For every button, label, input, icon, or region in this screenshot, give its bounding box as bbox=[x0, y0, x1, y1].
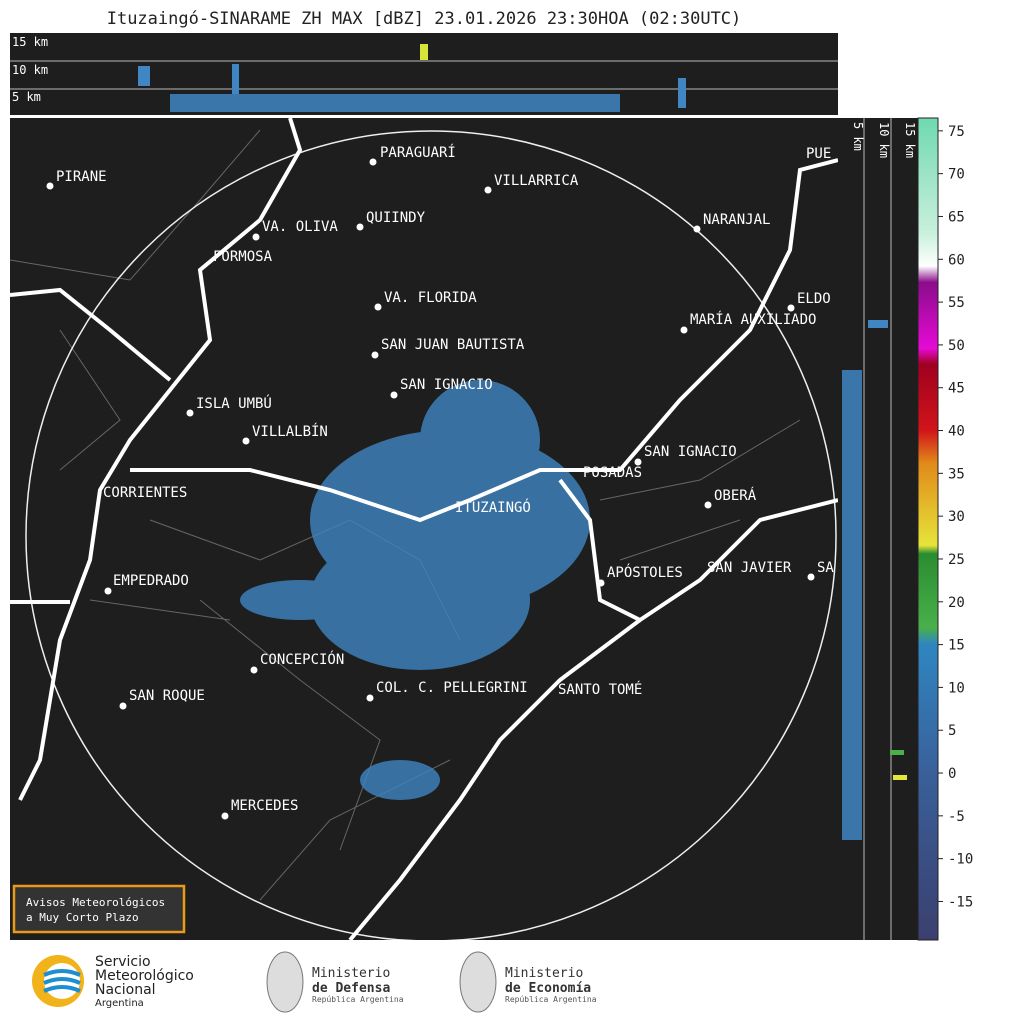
colorbar-tick-label: 15 bbox=[948, 638, 965, 654]
colorbar-tick-label: 40 bbox=[948, 424, 965, 440]
city-label: COL. C. PELLEGRINI bbox=[376, 680, 528, 696]
city-label: SA bbox=[817, 560, 834, 576]
footer-text: Ministerio bbox=[312, 966, 390, 981]
city-label: QUIINDY bbox=[366, 210, 426, 226]
echo bbox=[240, 380, 590, 800]
colorbar-tick-label: 0 bbox=[948, 766, 956, 782]
emblem bbox=[459, 951, 497, 1013]
city-label: SAN JAVIER bbox=[707, 560, 792, 576]
footer-text: de Economía bbox=[505, 981, 591, 996]
city-label: ELDO bbox=[797, 291, 831, 307]
city-label: ITUZAINGÓ bbox=[455, 498, 531, 516]
colorbar-tick-label: 10 bbox=[948, 680, 965, 696]
colorbar-tick-label: 60 bbox=[948, 252, 965, 268]
colorbar-tick-label: 30 bbox=[948, 509, 965, 525]
city-label: VA. FLORIDA bbox=[384, 290, 477, 306]
city-label: APÓSTOLES bbox=[607, 563, 683, 581]
city-label: ISLA UMBÚ bbox=[196, 394, 272, 412]
footer-text: Argentina bbox=[95, 998, 144, 1009]
colorbar-tick-label: 25 bbox=[948, 552, 965, 568]
height-label: 5 km bbox=[851, 122, 865, 151]
colorbar-tick-label: 65 bbox=[948, 209, 965, 225]
colorbar-tick-label: 35 bbox=[948, 466, 965, 482]
colorbar-tick-label: 75 bbox=[948, 124, 965, 140]
colorbar-tick-label: -15 bbox=[948, 894, 973, 910]
city-label: SAN JUAN BAUTISTA bbox=[381, 337, 525, 353]
footer-text: de Defensa bbox=[312, 981, 390, 996]
colorbar bbox=[917, 117, 939, 941]
city-label: PIRANE bbox=[56, 169, 107, 185]
city-label: SAN IGNACIO bbox=[400, 377, 493, 393]
footer-text: República Argentina bbox=[312, 995, 404, 1004]
colorbar-tick-label: 55 bbox=[948, 295, 965, 311]
side-echo bbox=[842, 320, 907, 840]
city-label: SAN IGNACIO bbox=[644, 444, 737, 460]
city-label: PARAGUARÍ bbox=[380, 144, 456, 161]
city-label: VILLALBÍN bbox=[252, 423, 328, 440]
warning-box[interactable] bbox=[12, 884, 186, 934]
colorbar-tick-label: 45 bbox=[948, 381, 965, 397]
footer-text: Meteorológico bbox=[95, 968, 194, 984]
colorbar-tick-label: -5 bbox=[948, 809, 965, 825]
height-label: 10 km bbox=[877, 122, 891, 158]
city-label: EMPEDRADO bbox=[113, 573, 189, 589]
city-label: MERCEDES bbox=[231, 798, 298, 814]
city-label: CORRIENTES bbox=[103, 485, 187, 501]
footer-text: República Argentina bbox=[505, 995, 597, 1004]
city-label: SANTO TOMÉ bbox=[558, 681, 642, 698]
city-label: FORMOSA bbox=[213, 249, 273, 265]
city-label: POSADAS bbox=[583, 465, 642, 481]
city-label: CONCEPCIÓN bbox=[260, 650, 344, 668]
footer-text: Ministerio bbox=[505, 966, 583, 981]
top-echo bbox=[138, 44, 686, 112]
city-label: MARÍA AUXILIADO bbox=[690, 311, 816, 328]
colorbar-tick-label: 50 bbox=[948, 338, 965, 354]
emblem bbox=[266, 951, 304, 1013]
colorbar-tick-label: -10 bbox=[948, 852, 973, 868]
height-label: 15 km bbox=[12, 35, 48, 49]
height-label: 10 km bbox=[12, 63, 48, 77]
city-label: VA. OLIVA bbox=[262, 219, 338, 235]
title: Ituzaingó-SINARAME ZH MAX [dBZ] 23.01.20… bbox=[107, 9, 742, 29]
city-label: VILLARRICA bbox=[494, 173, 579, 189]
city-label: OBERÁ bbox=[714, 487, 757, 504]
map-layers: PIRANE PARAGUARÍ VILLARRICA QUIINDY VA. … bbox=[10, 118, 838, 940]
warning-text: Avisos Meteorológicos bbox=[26, 896, 165, 909]
city-label: SAN ROQUE bbox=[129, 688, 205, 704]
city-label: PUE bbox=[806, 146, 831, 162]
footer-text: Servicio bbox=[95, 954, 151, 970]
colorbar-tick-label: 5 bbox=[948, 723, 956, 739]
height-label: 15 km bbox=[903, 122, 917, 158]
warning-text: a Muy Corto Plazo bbox=[26, 911, 139, 924]
colorbar-tick-label: 20 bbox=[948, 595, 965, 611]
city-label: NARANJAL bbox=[703, 212, 770, 228]
height-label: 5 km bbox=[12, 90, 41, 104]
colorbar-tick-label: 70 bbox=[948, 167, 965, 183]
footer-text: Nacional bbox=[95, 982, 156, 998]
